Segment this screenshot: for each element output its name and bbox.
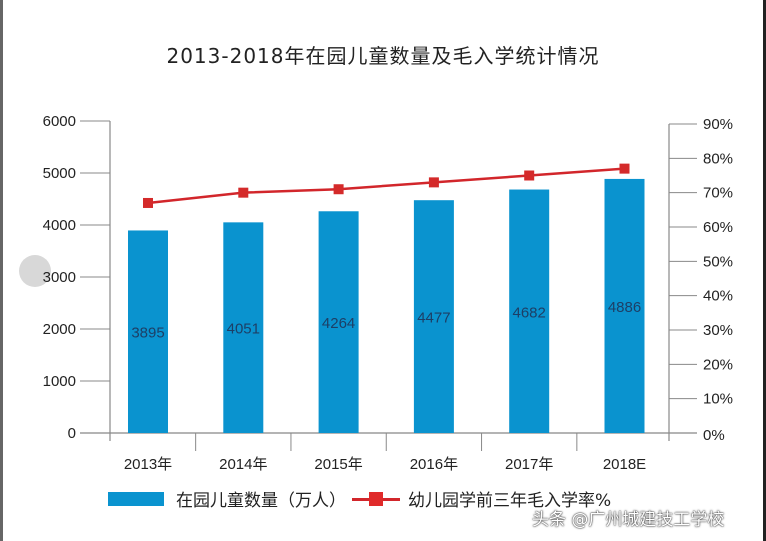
chart-title: 2013-2018年在园儿童数量及毛入学统计情况: [166, 44, 600, 68]
right-border: [763, 0, 766, 541]
bar-data-label: 4477: [417, 310, 450, 327]
bar-data-label: 4264: [322, 315, 355, 332]
rate-marker: [428, 177, 439, 188]
touch-indicator: [19, 255, 51, 287]
right-tick-label: 20%: [703, 356, 733, 373]
left-border: [0, 0, 3, 541]
x-tick-label: 2016年: [410, 456, 458, 473]
bar-data-label: 4886: [608, 299, 641, 316]
left-tick-label: 0: [68, 425, 76, 442]
right-tick-label: 60%: [703, 219, 733, 236]
left-tick-label: 3000: [43, 269, 76, 286]
bar: [413, 200, 454, 433]
bar: [509, 189, 550, 433]
x-tick-label: 2017年: [505, 456, 553, 473]
x-tick-label: 2014年: [219, 456, 267, 473]
legend: 在园儿童数量（万人） 幼儿园学前三年毛入学率%: [108, 486, 611, 511]
legend-bar-swatch: [108, 491, 164, 506]
bar-data-label: 4682: [513, 304, 546, 321]
legend-bar-label: 在园儿童数量（万人）: [176, 491, 346, 511]
bar: [318, 211, 359, 433]
rate-marker: [143, 197, 153, 208]
left-tick-label: 5000: [43, 165, 76, 182]
rate-marker: [619, 163, 630, 174]
right-tick-label: 10%: [703, 391, 733, 408]
right-tick-label: 50%: [703, 253, 733, 270]
right-tick-label: 0%: [703, 427, 725, 444]
bar-data-label: 4051: [227, 321, 260, 338]
right-tick-label: 80%: [703, 150, 733, 167]
legend-line-label: 幼儿园学前三年毛入学率%: [408, 491, 612, 511]
bar: [604, 178, 645, 433]
rate-marker: [238, 187, 249, 198]
legend-line-swatch: [352, 491, 400, 506]
right-tick-label: 40%: [703, 288, 733, 305]
watermark: 头条 @广州城建技工学校: [532, 510, 725, 530]
left-tick-label: 1000: [43, 373, 76, 390]
left-tick-label: 4000: [43, 217, 76, 234]
rate-line: [147, 167, 625, 205]
left-tick-label: 6000: [43, 113, 76, 130]
x-tick-label: 2018E: [603, 456, 646, 473]
rate-marker: [333, 184, 344, 195]
right-tick-label: 70%: [703, 185, 733, 202]
x-tick-label: 2013年: [124, 456, 172, 473]
right-tick-label: 30%: [703, 322, 733, 339]
bar: [128, 230, 168, 433]
x-tick-label: 2015年: [314, 456, 362, 473]
right-tick-label: 90%: [703, 116, 733, 133]
bar: [223, 222, 264, 433]
rate-marker: [524, 170, 535, 181]
bar-data-label: 3895: [131, 325, 164, 342]
left-tick-label: 2000: [43, 321, 76, 338]
